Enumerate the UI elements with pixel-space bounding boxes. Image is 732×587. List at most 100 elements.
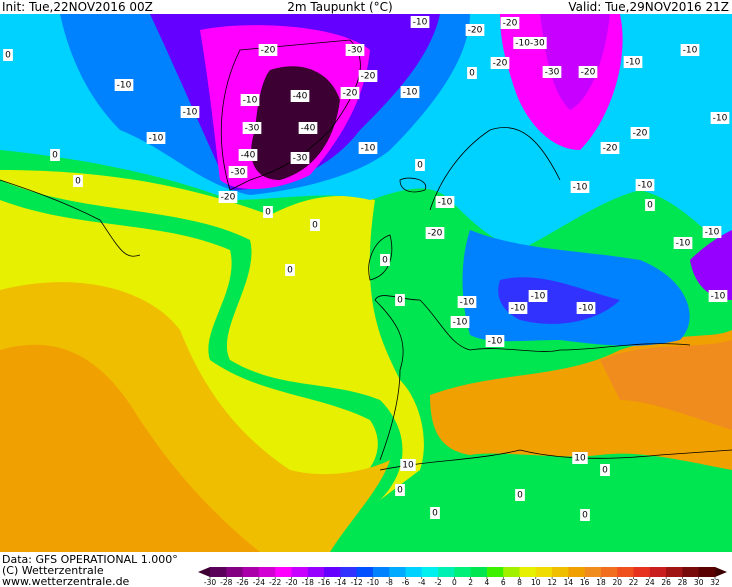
contour-label-box bbox=[708, 290, 728, 302]
contour-label: 0 bbox=[515, 489, 525, 501]
contour-label: -10 bbox=[485, 335, 505, 347]
colorbar-tick-label: -28 bbox=[220, 578, 232, 587]
contour-label-text: -10 bbox=[511, 304, 526, 314]
contour-label-box bbox=[450, 316, 470, 328]
contour-label-text: -10 bbox=[460, 298, 475, 308]
contour-label-box bbox=[515, 489, 525, 501]
colorbar-tick-label: -16 bbox=[318, 578, 330, 587]
contour-label-text: 0 bbox=[287, 266, 293, 276]
contour-label-text: -10 bbox=[149, 134, 164, 144]
colorbar-bin bbox=[552, 567, 569, 577]
contour-label: -10 bbox=[708, 290, 728, 302]
contour-label-box bbox=[358, 142, 378, 154]
contour-label-text: 0 bbox=[397, 296, 403, 306]
contour-label-box bbox=[702, 226, 722, 238]
contour-label-text: -20 bbox=[261, 46, 276, 56]
contour-label: -20 bbox=[358, 70, 378, 82]
contour-label-text: -20 bbox=[603, 144, 618, 154]
contour-label: -10 bbox=[710, 112, 730, 124]
contour-label-text: -10 bbox=[713, 114, 728, 124]
contour-label-text: -20 bbox=[493, 59, 508, 69]
contour-label-text: -20 bbox=[468, 26, 483, 36]
contour-label-text: 0 bbox=[52, 151, 58, 161]
contour-label-box bbox=[263, 206, 273, 218]
colorbar-tick-label: -14 bbox=[334, 578, 346, 587]
contour-label: -10 bbox=[450, 316, 470, 328]
contour-label: -20 bbox=[500, 17, 520, 29]
init-label: Init: Tue,22NOV2016 00Z bbox=[2, 0, 153, 14]
contour-label-box bbox=[600, 142, 620, 154]
contour-label-box bbox=[680, 44, 700, 56]
colorbar-tick-label: 6 bbox=[501, 578, 506, 587]
contour-label-box bbox=[623, 56, 643, 68]
contour-label: -10 bbox=[114, 79, 134, 91]
contour-label-text: 0 bbox=[397, 486, 403, 496]
contour-label-text: -10 bbox=[117, 81, 132, 91]
contour-label-box bbox=[298, 122, 318, 134]
colorbar: -30 -28 -26 -24 -22 -20 -18 -16 -14 -12 -10 -8 -6 -4-… bbox=[198, 567, 727, 587]
contour-label-box bbox=[430, 507, 440, 519]
contour-label-text: -10 bbox=[183, 108, 198, 118]
contour-label-text: -10 bbox=[453, 318, 468, 328]
contour-label-box bbox=[285, 264, 295, 276]
contour-label-text: 0 bbox=[602, 466, 608, 476]
colorbar-arrow-low bbox=[198, 567, 210, 577]
contour-label-text: -10 bbox=[705, 228, 720, 238]
colorbar-tick-label: -18 bbox=[302, 578, 314, 587]
contour-label-box bbox=[340, 87, 360, 99]
colorbar-bin bbox=[372, 567, 390, 577]
contour-label-box bbox=[467, 67, 477, 79]
copyright: (C) Wetterzentrale bbox=[2, 564, 104, 577]
contour-label-box bbox=[180, 106, 200, 118]
contour-label-text: -30 bbox=[293, 154, 308, 164]
contour-label-box bbox=[290, 90, 310, 102]
contour-label-box bbox=[635, 179, 655, 191]
colorbar-tick-label: 2 bbox=[468, 578, 473, 587]
colorbar-tick-label: -30 bbox=[204, 578, 216, 587]
contour-label-box bbox=[645, 199, 655, 211]
colorbar-tick-label: 8 bbox=[517, 578, 522, 587]
contour-label-text: -10 bbox=[413, 18, 428, 28]
contour-label: -10 bbox=[146, 132, 166, 144]
contour-label-box bbox=[345, 44, 365, 56]
contour-label: -10 bbox=[410, 16, 430, 28]
colorbar-bin bbox=[503, 567, 521, 577]
colorbar-bin bbox=[519, 567, 537, 577]
contour-label-box bbox=[528, 290, 548, 302]
contour-label: -20 bbox=[578, 66, 598, 78]
contour-label-text: 0 bbox=[75, 177, 81, 187]
contour-label-box bbox=[578, 66, 598, 78]
contour-label-box bbox=[400, 86, 420, 98]
contour-label-text: -10 bbox=[573, 183, 588, 193]
colorbar-tick-label: 28 bbox=[678, 578, 688, 587]
colorbar-tick-label: 26 bbox=[661, 578, 671, 587]
contour-label-box bbox=[465, 24, 485, 36]
contour-label-text: -10 bbox=[579, 304, 594, 314]
contour-label-text: -40 bbox=[241, 151, 256, 161]
contour-label-box bbox=[258, 44, 278, 56]
colorbar-bin bbox=[340, 567, 358, 577]
contour-label-box bbox=[242, 122, 262, 134]
contour-label-text: 0 bbox=[432, 509, 438, 519]
colorbar-tick-label: -4 bbox=[418, 578, 426, 587]
colorbar-arrow-high bbox=[715, 567, 727, 577]
colorbar-tick-label: -22 bbox=[269, 578, 281, 587]
colorbar-bin bbox=[226, 567, 244, 577]
colorbar-tick-label: -12 bbox=[350, 578, 362, 587]
contour-label-text: 0 bbox=[382, 256, 388, 266]
contour-label-text: -20 bbox=[361, 72, 376, 82]
contour-label-box bbox=[630, 127, 650, 139]
contour-label: 10 bbox=[572, 452, 588, 464]
contour-label-box bbox=[395, 484, 405, 496]
colorbar-tick-label: 10 bbox=[531, 578, 541, 587]
contour-label-box bbox=[290, 152, 310, 164]
contour-label: -10-30 bbox=[513, 37, 547, 49]
colorbar-bin bbox=[307, 567, 325, 577]
contour-label: 0 bbox=[3, 49, 13, 61]
colorbar-tick-label: -24 bbox=[253, 578, 265, 587]
contour-label: 0 bbox=[467, 67, 477, 79]
colorbar-bin bbox=[454, 567, 472, 577]
colorbar-tick-label: 14 bbox=[564, 578, 574, 587]
contour-label-text: -20 bbox=[581, 68, 596, 78]
